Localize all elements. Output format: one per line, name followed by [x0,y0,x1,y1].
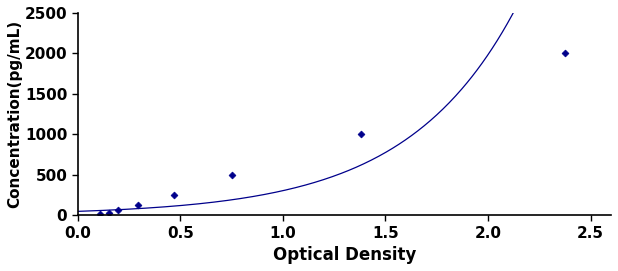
Y-axis label: Concentration(pg/mL): Concentration(pg/mL) [7,20,22,208]
X-axis label: Optical Density: Optical Density [273,246,416,264]
